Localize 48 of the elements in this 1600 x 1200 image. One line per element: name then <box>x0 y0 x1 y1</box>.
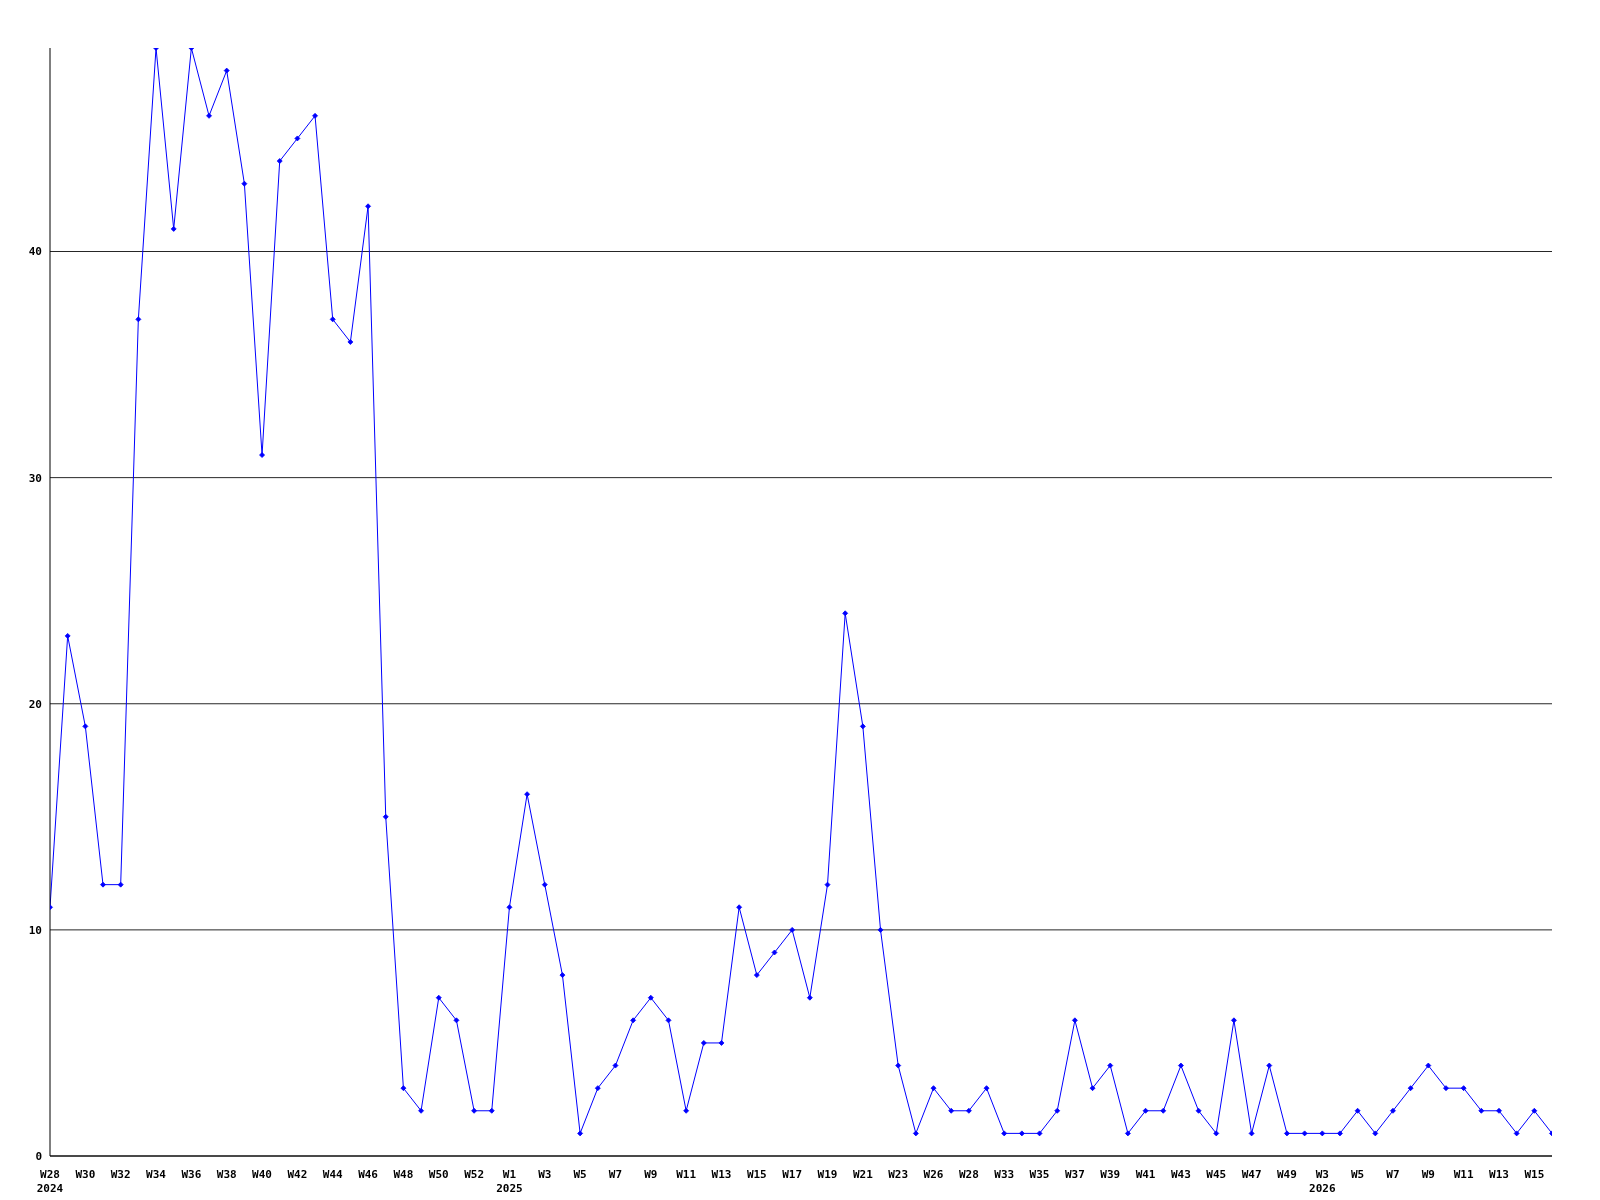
x-tick-label: W3 <box>538 1168 552 1181</box>
x-tick-label: W48 <box>393 1168 414 1181</box>
x-tick-label: W42 <box>287 1168 308 1181</box>
x-tick-label: W47 <box>1241 1168 1262 1181</box>
x-tick-label: W39 <box>1100 1168 1121 1181</box>
x-tick-label: W11 <box>676 1168 697 1181</box>
x-tick-label: W41 <box>1135 1168 1156 1181</box>
x-tick-label: W28 2024 <box>36 1168 64 1195</box>
x-tick-label: W13 <box>1489 1168 1509 1181</box>
x-tick-label: W46 <box>358 1168 379 1181</box>
x-tick-label: W3 2026 <box>1309 1168 1336 1195</box>
x-tick-label: W5 <box>573 1168 587 1181</box>
x-tick-label: W38 <box>216 1168 237 1181</box>
x-tick-label: W33 <box>994 1168 1015 1181</box>
x-tick-label: W32 <box>110 1168 131 1181</box>
x-tick-label: W9 <box>644 1168 658 1181</box>
x-tick-label: W26 <box>923 1168 944 1181</box>
y-tick-label: 10 <box>28 923 42 937</box>
x-tick-label: W50 <box>428 1168 449 1181</box>
x-tick-label: W21 <box>852 1168 874 1181</box>
x-tick-label: W13 <box>711 1168 732 1181</box>
x-tick-label: W52 <box>464 1168 485 1181</box>
y-tick-label: 30 <box>28 471 42 485</box>
x-tick-label: W36 <box>181 1168 202 1181</box>
x-tick-label: W9 <box>1421 1168 1435 1181</box>
x-tick-label: W28 <box>958 1168 979 1181</box>
x-tick-label: W49 <box>1277 1168 1297 1181</box>
x-tick-label: W35 <box>1029 1168 1050 1181</box>
x-tick-label: W7 <box>608 1168 623 1181</box>
y-tick-label: 0 <box>35 1149 42 1163</box>
x-tick-label: W43 <box>1170 1168 1191 1181</box>
x-tick-label: W1 2025 <box>496 1168 523 1195</box>
x-tick-label: W19 <box>817 1168 838 1181</box>
x-tick-label: W7 <box>1386 1168 1400 1181</box>
x-tick-label: W23 <box>888 1168 909 1181</box>
x-tick-label: W5 <box>1351 1168 1365 1181</box>
x-tick-label: W15 <box>746 1168 767 1181</box>
y-tick-label: 40 <box>28 245 42 259</box>
x-tick-label: W37 <box>1064 1168 1085 1181</box>
y-tick-label: 20 <box>28 697 42 711</box>
x-tick-label: W45 <box>1206 1168 1227 1181</box>
x-tick-label: W15 <box>1524 1168 1545 1181</box>
x-tick-label: W17 <box>782 1168 803 1181</box>
x-tick-label: W44 <box>322 1168 344 1181</box>
x-tick-label: W11 <box>1453 1168 1474 1181</box>
x-tick-label: W34 <box>146 1168 167 1181</box>
x-tick-label: W30 <box>75 1168 96 1181</box>
x-tick-label: W40 <box>252 1168 272 1181</box>
